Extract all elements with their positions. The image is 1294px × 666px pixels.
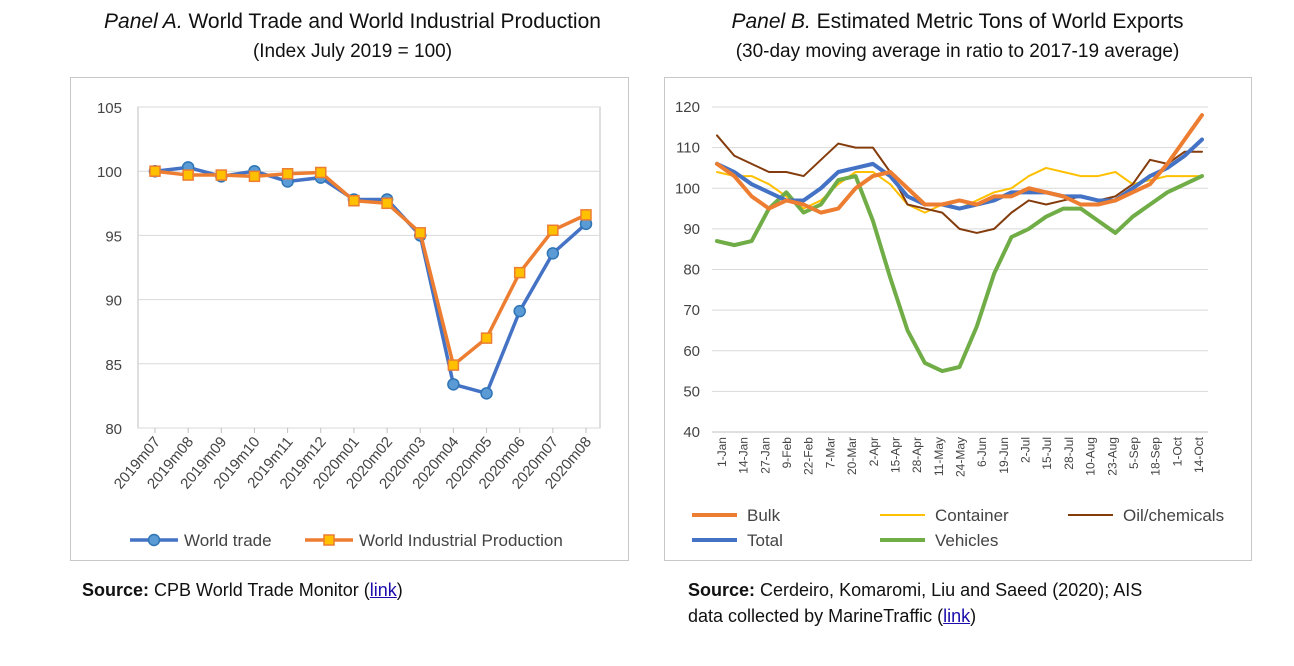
x-tick-label: 18-Sep: [1149, 437, 1163, 476]
panel-a-source-label: Source:: [82, 580, 150, 600]
data-point: [513, 304, 526, 318]
data-point: [348, 194, 360, 207]
x-tick-label: 9-Feb: [780, 437, 794, 469]
panel-a-source: Source: CPB World Trade Monitor (link): [82, 577, 403, 603]
x-tick-label: 14-Jan: [737, 437, 751, 474]
series-line-oil-chemicals: [716, 134, 1203, 234]
legend-label: Bulk: [747, 506, 781, 525]
x-tick-label: 10-Aug: [1084, 437, 1098, 476]
panel-b-source-line2: data collected by MarineTraffic (: [688, 606, 944, 626]
panel-a-source-link[interactable]: link: [369, 580, 397, 600]
panel-b-source-label: Source:: [688, 580, 756, 600]
x-tick-label: 20-Mar: [845, 437, 859, 475]
y-tick-label: 90: [105, 293, 122, 310]
y-tick-label: 80: [105, 421, 122, 438]
data-point: [546, 247, 560, 260]
y-tick-label: 40: [683, 424, 700, 441]
x-tick-label: 15-Jul: [1040, 437, 1054, 470]
y-tick-label: 100: [97, 164, 122, 181]
y-tick-label: 120: [675, 99, 700, 116]
x-tick-label: 1-Jan: [715, 437, 729, 467]
panel-a-title-text: World Trade and World Industrial Product…: [182, 10, 601, 33]
y-tick-label: 80: [683, 262, 700, 279]
legend-label: Container: [935, 506, 1009, 525]
data-point: [381, 197, 393, 210]
panel-b-source-link[interactable]: link: [943, 606, 971, 626]
x-tick-label: 5-Sep: [1127, 437, 1141, 469]
panel-b-title-italic: Panel B.: [731, 10, 811, 33]
y-tick-label: 90: [683, 221, 700, 238]
x-tick-label: 22-Feb: [802, 437, 816, 475]
panel-b-chart-area: [664, 77, 1252, 561]
x-tick-label: 19-Jun: [997, 437, 1011, 474]
y-tick-label: 105: [97, 100, 122, 117]
x-tick-label: 7-Mar: [823, 437, 837, 468]
panel-b-source-line1: Cerdeiro, Komaromi, Liu and Saeed (2020)…: [755, 580, 1143, 600]
y-tick-label: 85: [105, 357, 122, 374]
data-point: [248, 170, 261, 183]
panel-a-chart-area: [70, 77, 629, 561]
data-point: [580, 209, 592, 221]
data-point: [414, 227, 426, 239]
data-point: [149, 165, 161, 177]
legend-label: Total: [747, 531, 783, 550]
data-point: [480, 332, 493, 344]
series-line-bulk: [715, 113, 1204, 215]
panel-b-subtitle: (30-day moving average in ratio to 2017-…: [735, 41, 1180, 62]
x-tick-label: 11-May: [932, 437, 946, 476]
x-tick-label: 28-Apr: [910, 437, 924, 473]
y-tick-label: 95: [105, 228, 122, 245]
legend-label: World Industrial Production: [359, 531, 563, 550]
y-tick-label: 50: [683, 383, 700, 400]
legend-label: World trade: [184, 531, 272, 550]
panel-a-title: Panel A. World Trade and World Industria…: [20, 8, 685, 35]
legend-label: Vehicles: [935, 531, 998, 550]
legend-marker: [323, 534, 335, 546]
panel-a-title-italic: Panel A.: [104, 10, 183, 33]
x-tick-label: 6-Jun: [975, 437, 989, 467]
panel-b-title: Panel B. Estimated Metric Tons of World …: [625, 8, 1290, 35]
data-point: [447, 359, 460, 371]
data-point: [547, 224, 559, 237]
data-point: [513, 266, 526, 279]
data-point: [215, 169, 228, 181]
legend-label: Oil/chemicals: [1123, 506, 1224, 525]
y-tick-label: 60: [683, 343, 700, 360]
panel-b-source: Source: Cerdeiro, Komaromi, Liu and Saee…: [688, 577, 1248, 629]
panel-a-source-text: CPB World Trade Monitor (: [149, 580, 370, 600]
legend-marker: [147, 533, 161, 547]
data-point: [315, 166, 327, 179]
panel-b-title-text: Estimated Metric Tons of World Exports: [810, 10, 1184, 33]
data-point: [281, 168, 294, 180]
x-tick-label: 1-Oct: [1170, 436, 1184, 466]
panel-a-subtitle: (Index July 2019 = 100): [252, 41, 453, 62]
x-tick-label: 2-Jul: [1019, 437, 1033, 463]
x-tick-label: 14-Oct: [1192, 436, 1206, 473]
x-tick-label: 24-May: [954, 437, 968, 477]
y-tick-label: 70: [683, 302, 700, 319]
y-tick-label: 100: [675, 180, 700, 197]
data-point: [480, 387, 493, 400]
panel-b-source-close: ): [970, 606, 977, 626]
series-line-vehicles: [715, 174, 1204, 374]
data-point: [182, 169, 194, 181]
y-tick-label: 110: [676, 140, 700, 157]
x-tick-label: 27-Jan: [758, 437, 772, 474]
x-tick-label: 23-Aug: [1105, 437, 1119, 476]
data-point: [447, 378, 460, 391]
x-tick-label: 15-Apr: [888, 437, 902, 473]
x-tick-label: 2-Apr: [867, 437, 881, 466]
panel-a-source-close: ): [396, 580, 403, 600]
x-tick-label: 28-Jul: [1062, 437, 1076, 470]
